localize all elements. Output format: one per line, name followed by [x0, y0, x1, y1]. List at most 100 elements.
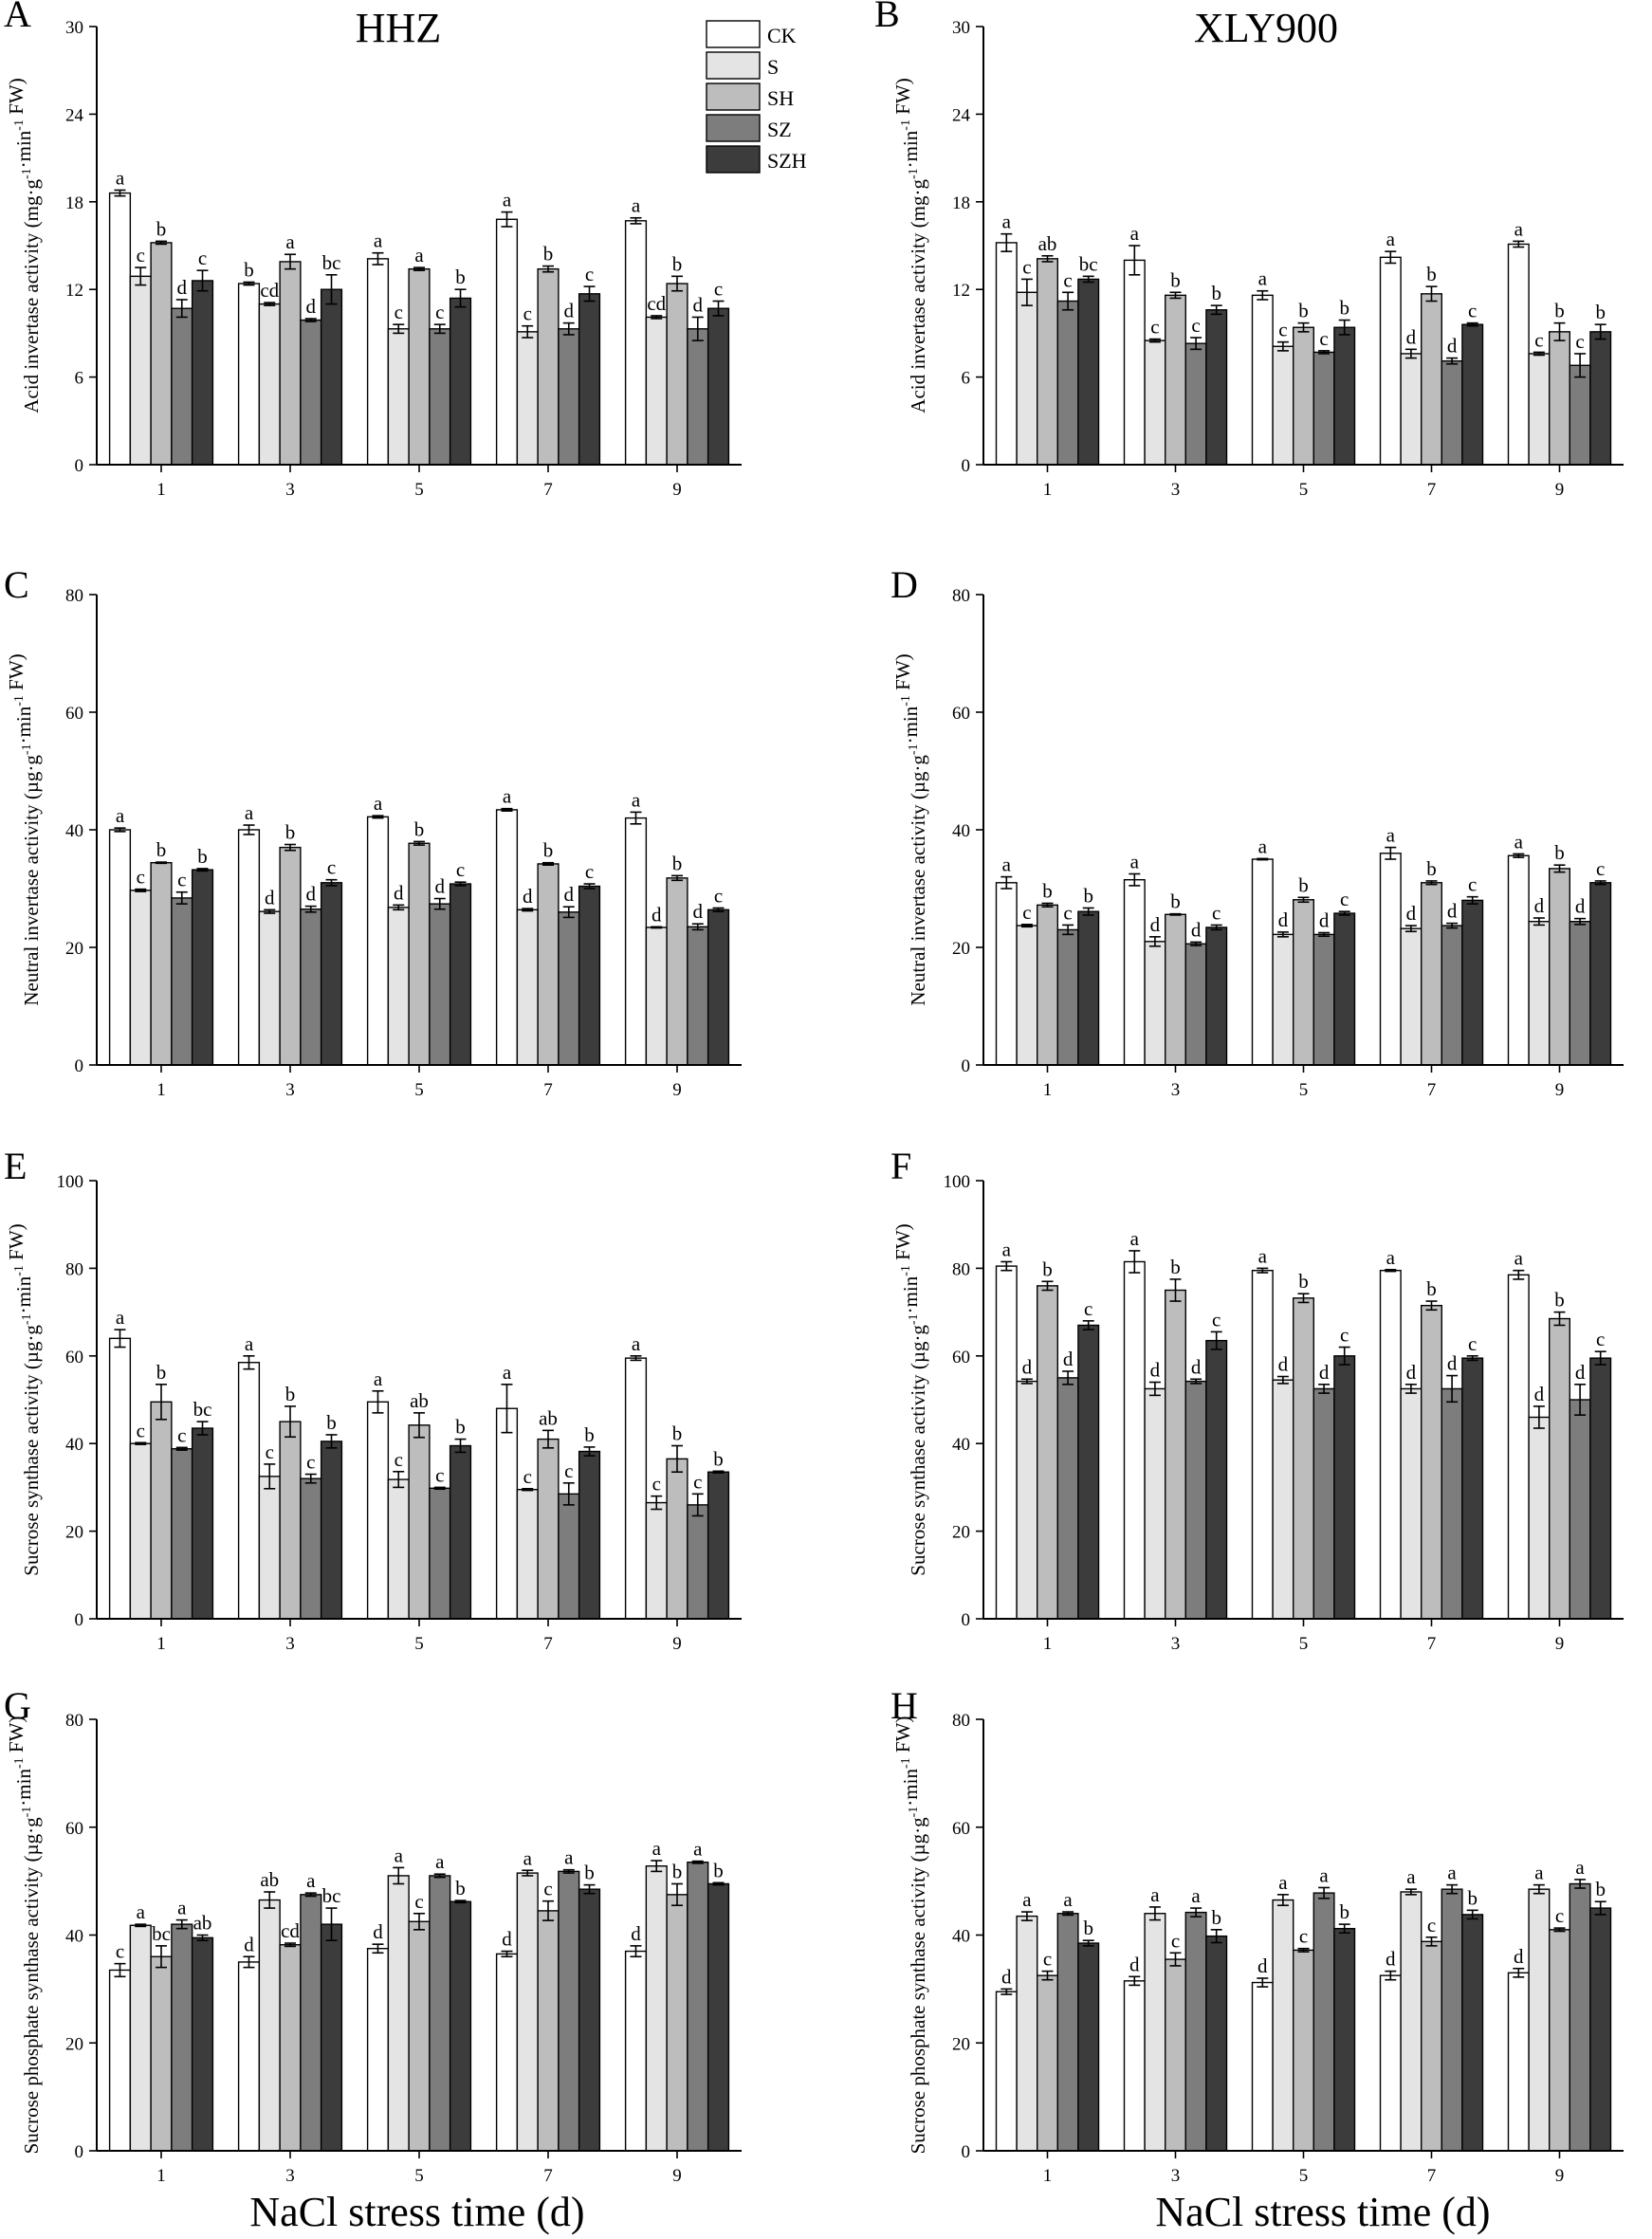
significance-letter: a: [177, 1897, 187, 1919]
significance-letter: a: [503, 785, 512, 808]
significance-letter: b: [713, 1447, 724, 1470]
significance-letter: d: [1406, 902, 1417, 925]
bar-sh: [1292, 1297, 1314, 1620]
significance-letter: bc: [152, 1922, 171, 1945]
y-tick-label: 60: [952, 704, 970, 724]
y-axis-title: Sucrose synthase activity (µg·g-1·min-1 …: [891, 1223, 929, 1575]
y-tick-label: 6: [75, 369, 84, 389]
bar-szh: [578, 1888, 601, 2152]
bar-sz: [1441, 1387, 1463, 1620]
y-tick-label: 80: [952, 1711, 970, 1731]
bar-szh: [578, 293, 601, 466]
y-axis-title-sup: -1: [899, 119, 913, 131]
significance-letter: d: [1278, 1353, 1289, 1376]
panel-c: C 0 20 40 60 80 Neutral invertase activity (µg…: [4, 563, 742, 1100]
significance-letter: b: [455, 1416, 466, 1439]
bar-sz: [1312, 1892, 1335, 2152]
bar-sz: [429, 903, 451, 1066]
significance-letter: d: [1534, 894, 1545, 917]
significance-letter: d: [502, 1928, 512, 1951]
y-tick-label: 80: [65, 1711, 83, 1731]
x-axis-title-left: NaCl stress time (d): [249, 2189, 584, 2235]
bar-s: [516, 908, 539, 1066]
bar-ck: [108, 829, 132, 1066]
bar-s: [645, 316, 668, 466]
bar-ck: [1123, 1980, 1146, 2152]
significance-letter: d: [1319, 909, 1330, 932]
y-axis-title-part: FW): [891, 78, 914, 119]
significance-letter: a: [1319, 1863, 1329, 1886]
x-tick-label: 5: [414, 2166, 424, 2186]
y-axis-title-sup: -1: [899, 695, 913, 707]
y-tick-label: 80: [952, 586, 970, 606]
significance-letter: c: [266, 1441, 274, 1463]
bar-sh: [666, 877, 688, 1066]
bar-sh: [537, 863, 560, 1066]
significance-letter: b: [1298, 1270, 1309, 1293]
bar-s: [387, 1875, 410, 2152]
significance-letter: c: [137, 244, 145, 266]
bar-sh: [1036, 258, 1058, 466]
x-tick-label: 5: [1299, 480, 1309, 500]
y-axis-title-part: FW): [891, 1223, 914, 1265]
y-axis-title-part: ·min: [12, 1769, 35, 1807]
bar-szh: [1589, 1357, 1612, 1620]
significance-letter: c: [414, 1890, 423, 1913]
significance-letter: d: [693, 293, 704, 316]
bar-sz: [1441, 925, 1463, 1066]
bar-ck: [624, 1950, 648, 2152]
y-axis-title-sup: -1: [899, 1757, 913, 1769]
bar-s: [1272, 1899, 1294, 2152]
significance-letter: b: [1170, 1256, 1181, 1278]
x-tick-label: 1: [1043, 480, 1053, 500]
y-axis-title-part: ·min: [12, 130, 35, 168]
bar-sh: [1164, 1958, 1186, 2152]
significance-letter: d: [523, 885, 533, 908]
panel-letter: E: [4, 1145, 27, 1187]
panel-letter: F: [890, 1145, 911, 1187]
bar-s: [387, 907, 410, 1066]
bar-sh: [1036, 904, 1058, 1066]
bar-sh: [1164, 913, 1186, 1066]
significance-letter: d: [306, 883, 317, 906]
bar-s: [1528, 1888, 1551, 2152]
significance-letter: c: [1534, 328, 1543, 351]
panel-a: A 0 6 12 18 24 30 Acid invertase activity (mg·g…: [4, 0, 742, 500]
significance-letter: d: [1447, 900, 1458, 923]
x-tick-label: 5: [1299, 1634, 1309, 1654]
significance-letter: c: [177, 869, 186, 891]
significance-letter: c: [1191, 314, 1200, 337]
significance-letter: d: [1447, 335, 1458, 358]
y-axis-title-part: ·min: [12, 706, 35, 743]
x-tick-label: 9: [1555, 1634, 1565, 1654]
significance-letter: c: [198, 247, 207, 269]
y-tick-label: 30: [952, 18, 970, 38]
x-tick-label: 9: [672, 1080, 682, 1100]
bar-ck: [1251, 294, 1274, 466]
significance-letter: c: [1340, 888, 1349, 910]
x-axis-title-right: NaCl stress time (d): [1155, 2189, 1490, 2235]
x-tick-label: 7: [1427, 1634, 1437, 1654]
bar-sz: [171, 1448, 193, 1620]
bar-szh: [707, 908, 730, 1066]
x-tick-label: 3: [285, 2166, 295, 2186]
y-axis-title-part: FW): [5, 78, 28, 119]
bar-ck: [366, 816, 390, 1066]
y-axis-title-part: Acid invertase activity (mg·g: [907, 179, 929, 413]
significance-letter: c: [137, 866, 145, 889]
significance-letter: b: [1595, 301, 1606, 323]
x-tick-label: 1: [1043, 2166, 1053, 2186]
x-tick-label: 7: [543, 480, 553, 500]
y-axis-title-part: ·min: [899, 1275, 922, 1313]
significance-letter: c: [1022, 901, 1031, 924]
bar-s: [1016, 1915, 1038, 2152]
bar-s: [645, 1501, 668, 1620]
y-tick-label: 0: [962, 2142, 971, 2162]
bar-ck: [1379, 1974, 1402, 2152]
significance-letter: b: [1554, 300, 1565, 322]
bar-sh: [666, 1458, 688, 1620]
significance-letter: d: [1406, 1361, 1417, 1384]
bar-ck: [366, 1401, 390, 1620]
significance-letter: d: [1150, 1359, 1161, 1382]
y-tick-label: 60: [952, 1819, 970, 1839]
